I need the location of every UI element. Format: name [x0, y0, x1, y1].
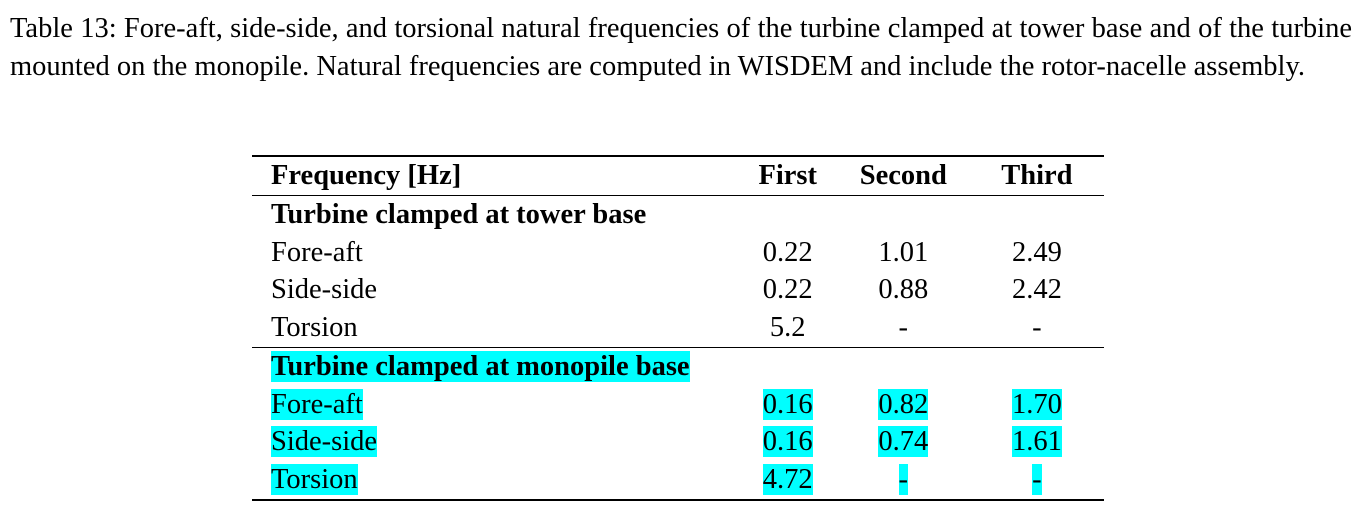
table-header-row: Frequency [Hz] First Second Third [252, 156, 1104, 196]
row-label-cell: Torsion [252, 461, 739, 500]
section-row-tower-base: Turbine clamped at tower base [252, 196, 1104, 234]
table-row: Fore-aft 0.22 1.01 2.49 [252, 234, 1104, 272]
section-title: Turbine clamped at monopile base [271, 350, 690, 382]
row-label: Side-side [271, 274, 378, 306]
value: 4.72 [762, 463, 813, 495]
cell-third: - [970, 461, 1104, 500]
section-row-monopile-base: Turbine clamped at monopile base [252, 347, 1104, 385]
value: - [898, 463, 909, 495]
value: 1.70 [1011, 388, 1062, 420]
value: 0.16 [762, 426, 813, 458]
row-label: Fore-aft [271, 388, 363, 420]
cell-third: 1.61 [970, 423, 1104, 461]
cell-second: 0.82 [837, 386, 970, 424]
row-label: Fore-aft [271, 236, 363, 268]
table-row: Torsion 4.72 - - [252, 461, 1104, 500]
cell-first: 5.2 [769, 312, 806, 344]
cell-first: 0.22 [762, 236, 813, 268]
table-row: Side-side 0.16 0.74 1.61 [252, 423, 1104, 461]
cell-second: 1.01 [878, 236, 929, 268]
cell-second: - [898, 312, 909, 344]
frequency-table-container: Frequency [Hz] First Second Third Turbin… [252, 155, 1104, 501]
cell-second: 0.74 [837, 423, 970, 461]
value: 0.74 [878, 426, 929, 458]
section-title: Turbine clamped at tower base [271, 199, 647, 230]
cell-first: 0.16 [739, 423, 837, 461]
cell-third: 2.49 [1011, 236, 1062, 268]
table-caption: Table 13: Fore-aft, side-side, and torsi… [10, 13, 1352, 82]
frequency-table: Frequency [Hz] First Second Third Turbin… [252, 155, 1104, 501]
header-first: First [758, 160, 817, 192]
row-label: Torsion [271, 312, 358, 344]
row-label-cell: Fore-aft [252, 386, 739, 424]
table-row: Side-side 0.22 0.88 2.42 [252, 271, 1104, 309]
value: - [1032, 463, 1042, 495]
cell-third: - [1032, 312, 1042, 344]
cell-third: 2.42 [1011, 274, 1062, 306]
header-second: Second [859, 160, 947, 192]
header-frequency: Frequency [Hz] [271, 160, 462, 192]
value: 1.61 [1011, 426, 1062, 458]
row-label-cell: Side-side [252, 423, 739, 461]
table-row: Torsion 5.2 - - [252, 309, 1104, 347]
cell-first: 4.72 [739, 461, 837, 500]
cell-third: 1.70 [970, 386, 1104, 424]
section-title-cell: Turbine clamped at monopile base [252, 347, 1104, 385]
value: 0.16 [762, 388, 813, 420]
row-label: Side-side [271, 426, 378, 458]
header-third: Third [1001, 160, 1073, 192]
row-label: Torsion [271, 463, 358, 495]
table-row: Fore-aft 0.16 0.82 1.70 [252, 386, 1104, 424]
cell-first: 0.16 [739, 386, 837, 424]
value: 0.82 [878, 388, 929, 420]
cell-second: 0.88 [878, 274, 929, 306]
cell-first: 0.22 [762, 274, 813, 306]
cell-second: - [837, 461, 970, 500]
